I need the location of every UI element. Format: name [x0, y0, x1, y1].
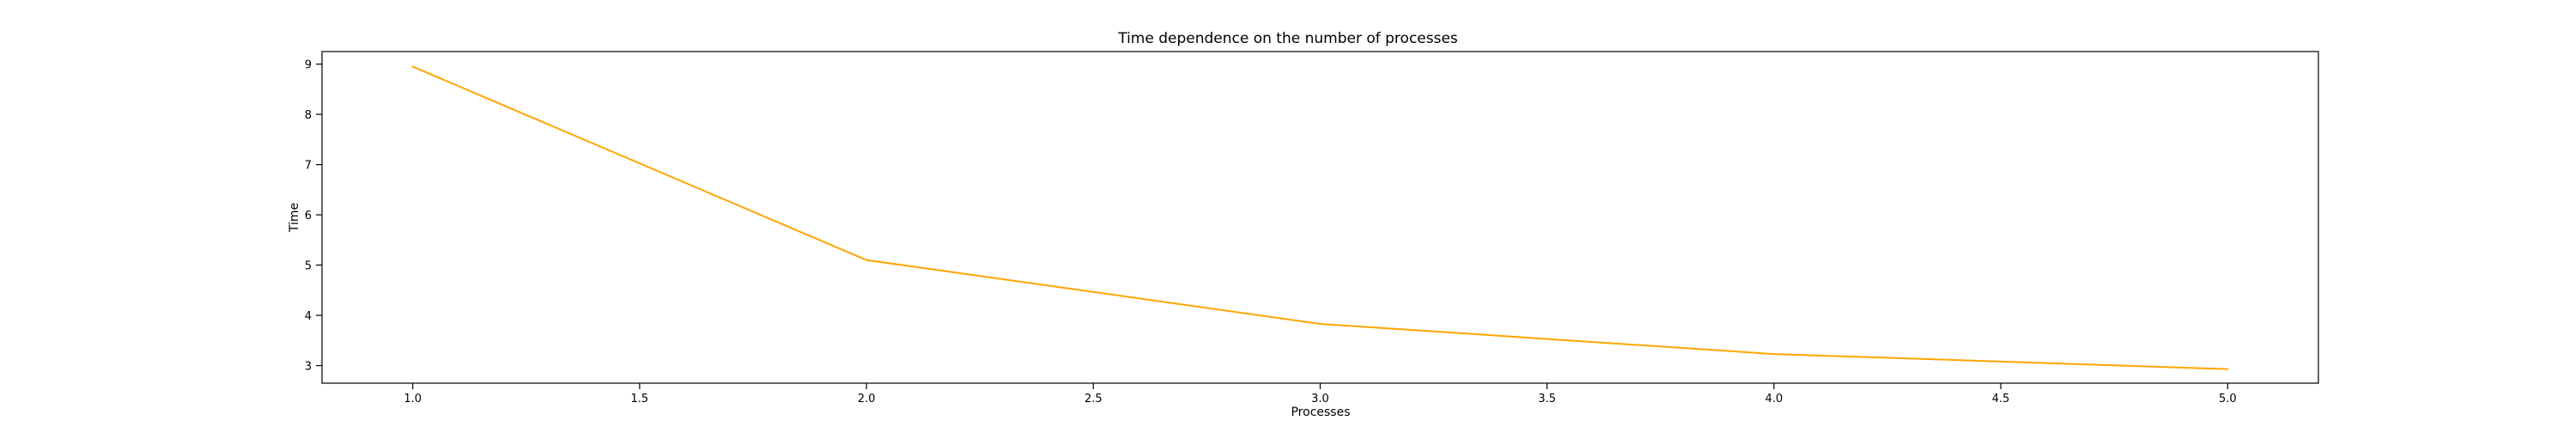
x-tick-label: 3.5: [1538, 393, 1556, 406]
x-tick-label: 4.5: [1992, 393, 2010, 406]
y-tick-label: 6: [305, 210, 312, 223]
x-tick-label: 5.0: [2219, 393, 2237, 406]
x-tick-label: 2.5: [1084, 393, 1103, 406]
x-tick-label: 1.5: [631, 393, 649, 406]
x-tick-label: 3.0: [1311, 393, 1329, 406]
y-tick-label: 3: [305, 361, 312, 374]
x-axis-label: Processes: [1291, 406, 1350, 419]
y-tick-label: 5: [305, 260, 312, 273]
x-tick-label: 1.0: [404, 393, 422, 406]
y-tick-label: 4: [305, 310, 312, 323]
x-tick-label: 4.0: [1765, 393, 1783, 406]
y-tick-label: 9: [305, 59, 312, 72]
y-tick-label: 7: [305, 160, 312, 173]
x-tick-label: 2.0: [858, 393, 876, 406]
y-tick-label: 8: [305, 109, 312, 122]
chart-title: Time dependence on the number of process…: [1117, 30, 1458, 47]
y-axis-label: Time: [288, 203, 301, 233]
